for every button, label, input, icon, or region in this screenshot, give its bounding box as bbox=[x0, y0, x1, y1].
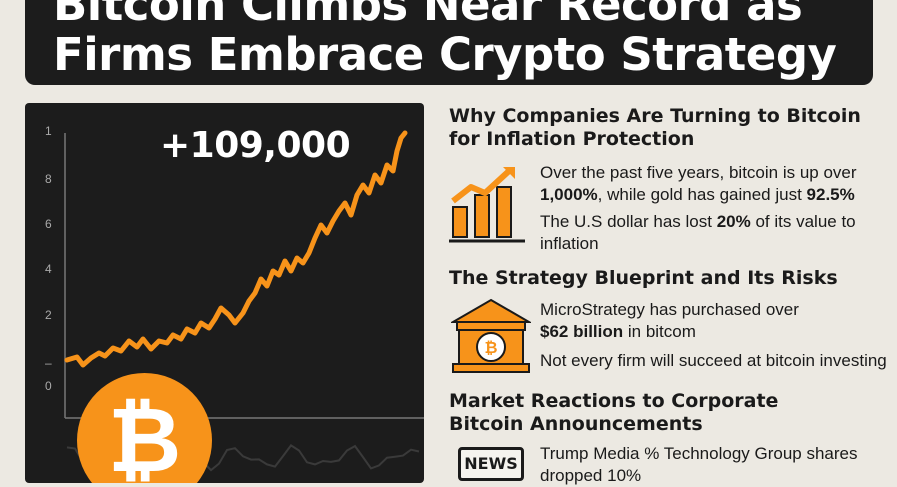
y-tick-label: 8 bbox=[45, 172, 52, 186]
section-title-strategy: The Strategy Blueprint and Its Risks bbox=[449, 267, 838, 289]
headline: Bitcoin Climbs Near Record as Firms Embr… bbox=[53, 0, 837, 81]
y-tick-label: 4 bbox=[45, 262, 52, 276]
y-tick-label: 1 bbox=[45, 124, 52, 138]
y-tick-label: 0 bbox=[45, 379, 52, 393]
section-title-market-reactions: Market Reactions to Corporate Bitcoin An… bbox=[449, 390, 779, 435]
bank-bitcoin-icon: ₿ bbox=[451, 298, 531, 373]
bitcoin-chart-panel: 1 8 6 4 2 – 0 +109,000 ₿ bbox=[25, 103, 424, 483]
section-2-paragraph-2: Not every firm will succeed at bitcoin i… bbox=[540, 351, 887, 370]
title-banner: Bitcoin Climbs Near Record as Firms Embr… bbox=[25, 0, 873, 85]
bar-chart-growth-icon bbox=[449, 167, 525, 243]
section-1-paragraph-2: The U.S dollar has lost 20% of its value… bbox=[540, 212, 856, 253]
news-icon: NEWS bbox=[458, 447, 524, 481]
section-3-paragraph-1: Trump Media % Technology Group shares dr… bbox=[540, 444, 858, 485]
price-label: +109,000 bbox=[160, 125, 351, 166]
y-axis-ticks: 1 8 6 4 2 – 0 bbox=[45, 124, 52, 393]
section-2-paragraph-1: MicroStrategy has purchased over $62 bil… bbox=[540, 300, 799, 341]
bitcoin-coin-icon: ₿ bbox=[77, 373, 212, 483]
bitcoin-price-line bbox=[64, 130, 408, 368]
section-1-paragraph-1: Over the past five years, bitcoin is up … bbox=[540, 163, 857, 204]
y-tick-label: 2 bbox=[45, 308, 52, 322]
section-title-inflation: Why Companies Are Turning to Bitcoin for… bbox=[449, 105, 861, 150]
y-tick-label: – bbox=[45, 356, 52, 370]
y-tick-label: 6 bbox=[45, 217, 52, 231]
svg-text:₿: ₿ bbox=[484, 338, 497, 357]
